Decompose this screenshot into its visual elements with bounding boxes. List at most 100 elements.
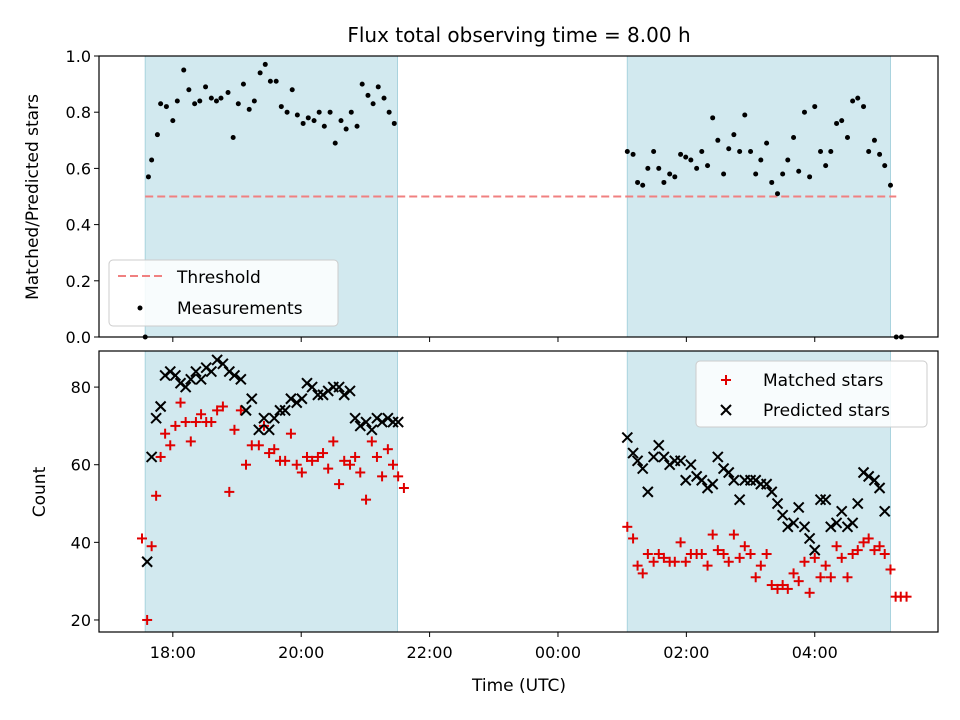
measurement-point <box>683 154 689 160</box>
measurement-point <box>887 182 893 188</box>
measurement-point <box>174 98 180 104</box>
top-y-tick-label: 0.4 <box>66 216 91 235</box>
predicted-star-point <box>366 424 378 436</box>
matched-star-point <box>669 556 680 567</box>
matched-star-point <box>190 417 201 428</box>
matched-star-point <box>291 459 302 470</box>
matched-star-point <box>739 541 750 552</box>
matched-star-point <box>212 405 223 416</box>
matched-star-point <box>788 568 799 579</box>
matched-legend-swatch <box>721 375 731 385</box>
predicted-star-point <box>268 412 280 424</box>
matched-star-point <box>146 541 157 552</box>
x-tick-label: 00:00 <box>535 643 581 662</box>
matched-star-point <box>901 591 912 602</box>
predicted-legend-swatch <box>720 404 732 416</box>
matched-star-point <box>344 459 355 470</box>
predicted-star-point <box>819 493 832 506</box>
measurement-point <box>375 84 381 90</box>
measurement-point <box>284 109 290 115</box>
measurement-point <box>203 84 209 90</box>
x-tick-label: 20:00 <box>278 643 324 662</box>
predicted-star-point <box>228 369 241 382</box>
measurement-point <box>828 149 834 155</box>
measurement-point <box>359 81 365 87</box>
predicted-star-point <box>685 459 697 471</box>
measurement-point <box>158 101 164 107</box>
measurement-point <box>149 157 155 163</box>
measurement-point <box>769 179 775 185</box>
measurement-point <box>645 165 651 171</box>
bottom-legend-box <box>695 360 928 428</box>
predicted-star-point <box>246 393 258 405</box>
predicted-star-point <box>814 493 827 506</box>
measurement-point <box>651 149 657 155</box>
matched-star-point <box>728 529 739 540</box>
predicted-star-point <box>706 478 719 490</box>
matched-star-point <box>361 494 372 505</box>
predicted-star-point <box>723 466 735 479</box>
matched-star-point <box>702 560 713 571</box>
predicted-star-point <box>846 517 859 529</box>
measurement-point <box>289 87 295 93</box>
predicted-star-point <box>733 493 746 506</box>
top-x-ticks <box>172 337 816 342</box>
measurement-point <box>246 106 252 112</box>
predicted-star-point <box>195 373 207 386</box>
matched-star-point <box>323 463 334 474</box>
measurement-point <box>163 104 169 110</box>
measurement-point <box>844 134 850 140</box>
matched-star-point <box>151 490 162 501</box>
matched-star-point <box>628 533 639 544</box>
predicted-star-point <box>621 431 634 444</box>
measurement-point <box>667 171 673 177</box>
measurement-point <box>672 174 678 180</box>
measurements-legend-label: Measurements <box>177 299 303 319</box>
predicted-stars-points <box>141 354 891 568</box>
measurement-point <box>181 67 187 73</box>
chart-title: Flux total observing time = 8.00 h <box>347 23 690 47</box>
measurement-point <box>635 179 641 185</box>
measurement-point <box>213 98 219 104</box>
matched-legend-marker <box>721 375 731 385</box>
matched-star-point <box>253 440 264 451</box>
matched-star-point <box>863 533 874 544</box>
measurement-point <box>796 168 802 174</box>
measurement-point <box>370 101 376 107</box>
predicted-star-point <box>205 365 218 378</box>
predicted-star-point <box>306 381 318 393</box>
top-y-tick-label: 1.0 <box>66 47 91 66</box>
predicted-star-point <box>240 404 252 417</box>
predicted-star-point <box>771 497 784 510</box>
measurement-point <box>877 151 883 157</box>
predicted-star-point <box>728 474 740 486</box>
predicted-star-point <box>141 556 153 568</box>
predicted-star-point <box>862 470 875 483</box>
predicted-star-point <box>809 544 821 556</box>
measurement-point <box>775 191 781 197</box>
matched-star-point <box>696 548 707 559</box>
matched-star-point <box>836 552 847 563</box>
measurement-point <box>731 132 737 138</box>
measurement-point <box>818 149 824 155</box>
matched-star-point <box>648 556 659 567</box>
matched-star-point <box>318 448 329 459</box>
predicted-star-point <box>150 412 162 424</box>
predicted-star-point <box>296 393 308 405</box>
measurement-point <box>278 104 284 110</box>
predicted-star-point <box>852 497 864 510</box>
measurement-point <box>332 140 338 146</box>
threshold-legend-label: Threshold <box>176 268 261 288</box>
matched-star-point <box>755 560 766 571</box>
measurement-point <box>785 157 791 163</box>
predicted-star-point <box>169 369 182 382</box>
measurement-point <box>186 87 192 93</box>
measurement-point <box>391 120 397 126</box>
matched-star-point <box>874 541 885 552</box>
measurement-point <box>208 95 214 101</box>
matched-star-point <box>388 459 399 470</box>
predicted-star-point <box>235 373 247 386</box>
matched-star-point <box>382 444 393 455</box>
matched-star-point <box>224 486 235 497</box>
bottom-y-tick-label: 60 <box>71 456 91 475</box>
